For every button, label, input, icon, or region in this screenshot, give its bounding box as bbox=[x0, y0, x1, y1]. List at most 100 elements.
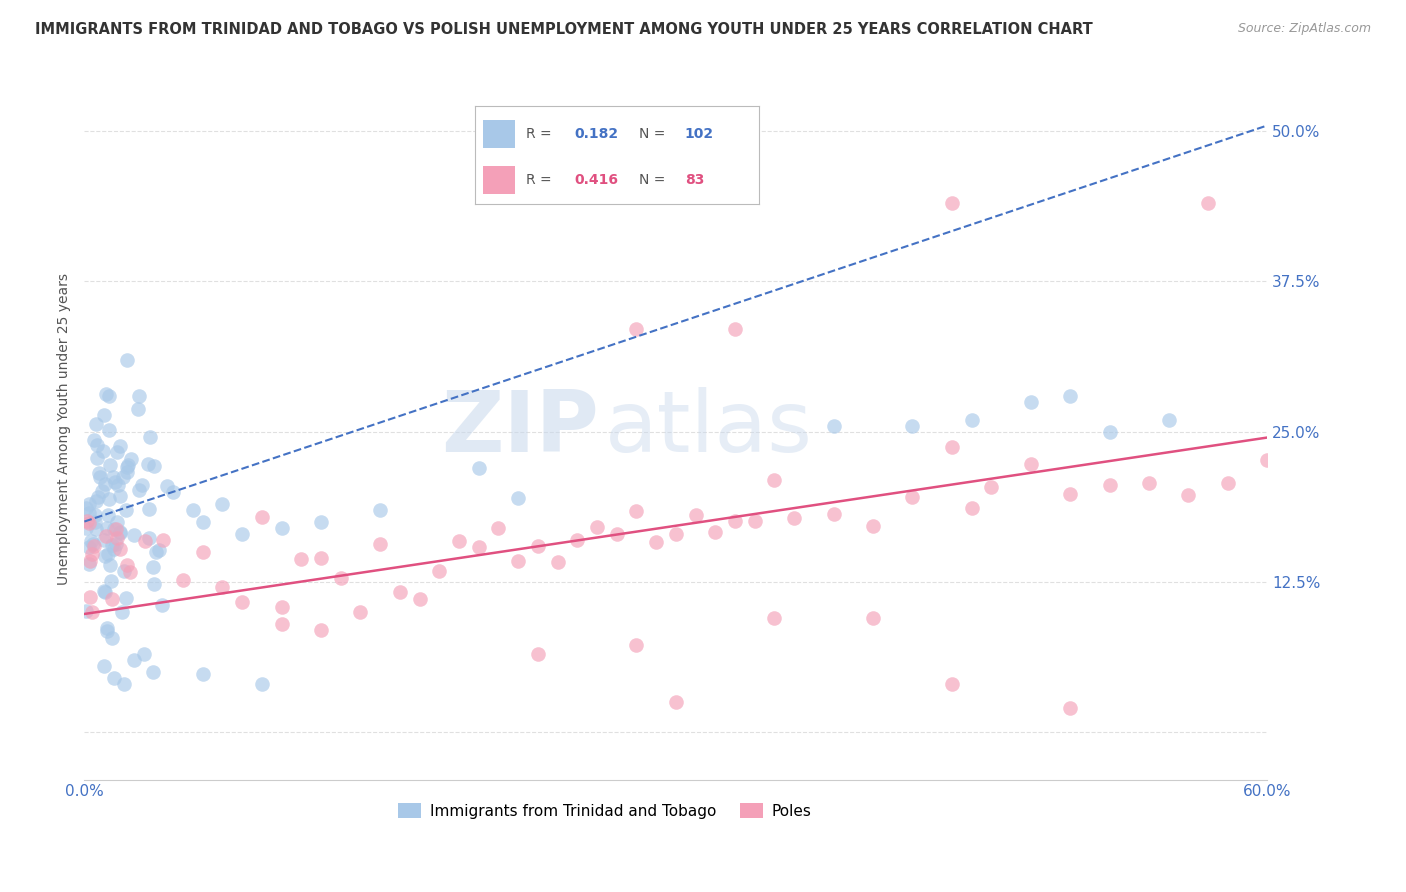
Immigrants from Trinidad and Tobago bbox=[97, 547, 120, 561]
Poles bbox=[1137, 475, 1160, 490]
Immigrants from Trinidad and Tobago bbox=[191, 515, 214, 529]
Immigrants from Trinidad and Tobago bbox=[1019, 394, 1042, 409]
Poles bbox=[941, 196, 963, 211]
Immigrants from Trinidad and Tobago bbox=[181, 502, 204, 516]
Poles bbox=[427, 565, 450, 579]
Immigrants from Trinidad and Tobago bbox=[131, 478, 153, 492]
Poles bbox=[1059, 487, 1081, 501]
Text: Source: ZipAtlas.com: Source: ZipAtlas.com bbox=[1237, 22, 1371, 36]
Immigrants from Trinidad and Tobago bbox=[112, 564, 135, 578]
Poles bbox=[349, 605, 371, 619]
Poles bbox=[1256, 453, 1278, 467]
Immigrants from Trinidad and Tobago bbox=[98, 458, 121, 472]
Immigrants from Trinidad and Tobago bbox=[83, 433, 105, 447]
Poles bbox=[191, 545, 214, 559]
Immigrants from Trinidad and Tobago bbox=[103, 671, 125, 685]
Immigrants from Trinidad and Tobago bbox=[231, 526, 253, 541]
Immigrants from Trinidad and Tobago bbox=[105, 537, 128, 551]
Poles bbox=[665, 695, 688, 709]
Immigrants from Trinidad and Tobago bbox=[80, 533, 103, 548]
Immigrants from Trinidad and Tobago bbox=[128, 483, 150, 497]
Immigrants from Trinidad and Tobago bbox=[96, 387, 118, 401]
Poles bbox=[79, 554, 101, 568]
Immigrants from Trinidad and Tobago bbox=[77, 557, 100, 571]
Poles bbox=[941, 676, 963, 690]
Poles bbox=[467, 541, 489, 555]
Immigrants from Trinidad and Tobago bbox=[75, 604, 97, 618]
Poles bbox=[1177, 488, 1199, 502]
Immigrants from Trinidad and Tobago bbox=[77, 497, 100, 511]
Poles bbox=[941, 440, 963, 454]
Poles bbox=[79, 516, 101, 531]
Immigrants from Trinidad and Tobago bbox=[97, 389, 120, 403]
Immigrants from Trinidad and Tobago bbox=[143, 576, 166, 591]
Poles bbox=[1059, 700, 1081, 714]
Immigrants from Trinidad and Tobago bbox=[211, 497, 233, 511]
Immigrants from Trinidad and Tobago bbox=[467, 460, 489, 475]
Immigrants from Trinidad and Tobago bbox=[136, 457, 159, 471]
Immigrants from Trinidad and Tobago bbox=[100, 538, 122, 552]
Poles bbox=[96, 528, 118, 542]
Immigrants from Trinidad and Tobago bbox=[86, 417, 108, 431]
Immigrants from Trinidad and Tobago bbox=[100, 632, 122, 646]
Poles bbox=[309, 623, 332, 637]
Poles bbox=[724, 514, 747, 528]
Poles bbox=[83, 539, 105, 553]
Immigrants from Trinidad and Tobago bbox=[162, 484, 184, 499]
Immigrants from Trinidad and Tobago bbox=[1157, 412, 1180, 426]
Poles bbox=[960, 500, 983, 515]
Immigrants from Trinidad and Tobago bbox=[309, 515, 332, 529]
Poles bbox=[118, 565, 141, 579]
Poles bbox=[105, 522, 128, 536]
Poles bbox=[685, 508, 707, 522]
Immigrants from Trinidad and Tobago bbox=[98, 423, 121, 437]
Immigrants from Trinidad and Tobago bbox=[114, 591, 136, 605]
Immigrants from Trinidad and Tobago bbox=[1098, 425, 1121, 439]
Immigrants from Trinidad and Tobago bbox=[97, 508, 120, 522]
Immigrants from Trinidad and Tobago bbox=[132, 647, 155, 661]
Poles bbox=[80, 547, 103, 561]
Immigrants from Trinidad and Tobago bbox=[84, 516, 107, 530]
Poles bbox=[1216, 475, 1239, 490]
Poles bbox=[408, 591, 430, 606]
Immigrants from Trinidad and Tobago bbox=[1059, 388, 1081, 402]
Poles bbox=[250, 509, 273, 524]
Poles bbox=[447, 533, 470, 548]
Poles bbox=[724, 322, 747, 336]
Immigrants from Trinidad and Tobago bbox=[77, 540, 100, 554]
Poles bbox=[309, 550, 332, 565]
Poles bbox=[115, 558, 138, 573]
Immigrants from Trinidad and Tobago bbox=[138, 501, 160, 516]
Immigrants from Trinidad and Tobago bbox=[97, 492, 120, 507]
Y-axis label: Unemployment Among Youth under 25 years: Unemployment Among Youth under 25 years bbox=[58, 273, 72, 584]
Immigrants from Trinidad and Tobago bbox=[75, 520, 97, 534]
Poles bbox=[231, 595, 253, 609]
Immigrants from Trinidad and Tobago bbox=[110, 439, 132, 453]
Poles bbox=[547, 555, 569, 569]
Poles bbox=[508, 554, 530, 568]
Immigrants from Trinidad and Tobago bbox=[96, 521, 118, 535]
Poles bbox=[101, 591, 124, 606]
Poles bbox=[527, 539, 550, 553]
Immigrants from Trinidad and Tobago bbox=[110, 525, 132, 540]
Immigrants from Trinidad and Tobago bbox=[93, 658, 115, 673]
Immigrants from Trinidad and Tobago bbox=[86, 450, 108, 465]
Poles bbox=[744, 514, 766, 528]
Poles bbox=[1197, 196, 1219, 211]
Poles bbox=[823, 508, 845, 522]
Immigrants from Trinidad and Tobago bbox=[84, 508, 107, 522]
Immigrants from Trinidad and Tobago bbox=[142, 665, 165, 679]
Immigrants from Trinidad and Tobago bbox=[368, 502, 391, 516]
Immigrants from Trinidad and Tobago bbox=[103, 541, 125, 556]
Immigrants from Trinidad and Tobago bbox=[150, 598, 173, 612]
Immigrants from Trinidad and Tobago bbox=[90, 483, 112, 498]
Text: ZIP: ZIP bbox=[441, 387, 599, 470]
Poles bbox=[862, 519, 884, 533]
Immigrants from Trinidad and Tobago bbox=[250, 676, 273, 690]
Poles bbox=[665, 527, 688, 541]
Immigrants from Trinidad and Tobago bbox=[96, 621, 118, 635]
Immigrants from Trinidad and Tobago bbox=[823, 418, 845, 433]
Poles bbox=[388, 585, 411, 599]
Immigrants from Trinidad and Tobago bbox=[142, 559, 165, 574]
Poles bbox=[329, 571, 352, 585]
